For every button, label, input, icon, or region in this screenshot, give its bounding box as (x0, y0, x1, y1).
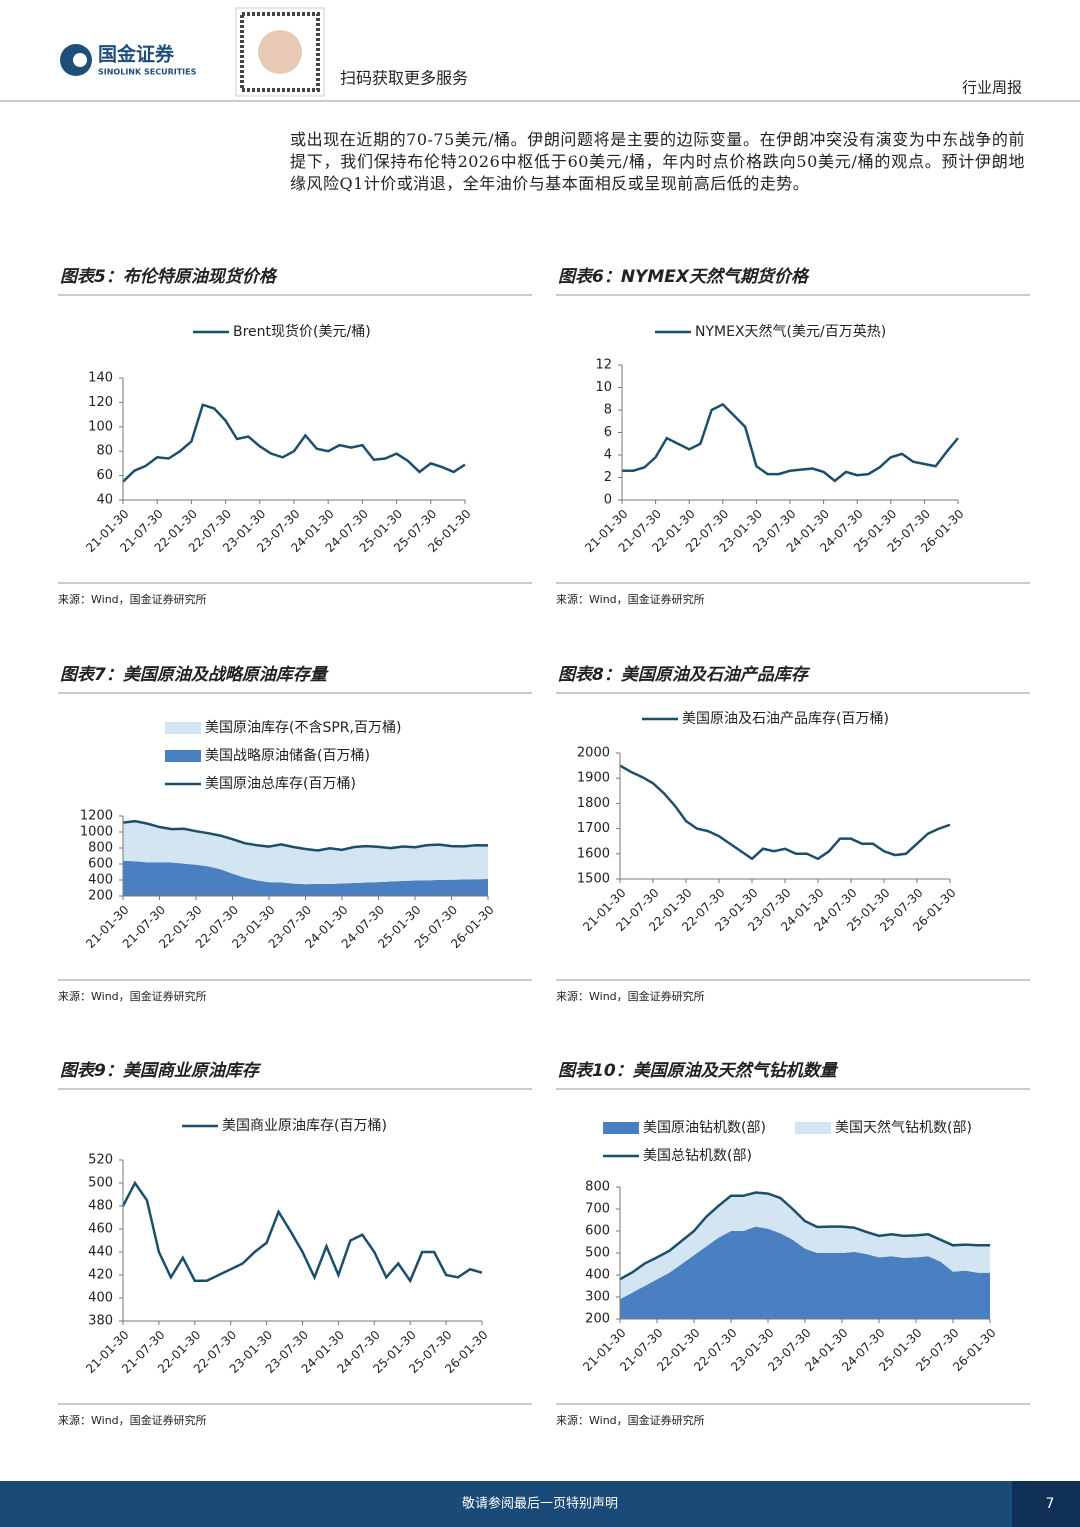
logo-mark (73, 53, 87, 67)
paragraph: 或出现在近期的70-75美元/桶。伊朗问题将是主要的边际变量。在伊朗冲突没有演变… (290, 130, 1025, 193)
legend-label: 美国原油及石油产品库存(百万桶) (682, 711, 889, 727)
area (123, 821, 488, 885)
y-tick-label: 1600 (577, 846, 610, 861)
y-tick-label: 100 (88, 419, 113, 434)
y-tick-label: 600 (585, 1224, 610, 1239)
source: 来源：Wind，国金证券研究所 (58, 989, 207, 1003)
y-tick-label: 480 (88, 1199, 113, 1214)
y-tick-label: 140 (88, 371, 113, 386)
area (620, 1192, 990, 1300)
chart-title: 图表8：美国原油及石油产品库存 (558, 665, 811, 685)
legend-label: 美国天然气钻机数(部) (835, 1119, 972, 1136)
company: 国金证券 (98, 43, 175, 66)
company-en: SINOLINK SECURITIES (98, 68, 197, 77)
y-tick-label: 0 (604, 493, 612, 508)
y-tick-label: 1800 (577, 796, 610, 811)
y-tick-label: 400 (88, 873, 113, 888)
y-tick-label: 500 (88, 1176, 113, 1191)
y-tick-label: 600 (88, 857, 113, 872)
y-tick-label: 1900 (577, 771, 610, 786)
y-tick-label: 800 (88, 841, 113, 856)
qr-code (235, 7, 325, 97)
legend-label: NYMEX天然气(美元/百万英热) (695, 323, 886, 340)
y-tick-label: 8 (604, 403, 612, 418)
report-type: 行业周报 (962, 79, 1022, 97)
line (619, 1191, 990, 1281)
chart-title: 图表7：美国原油及战略原油库存量 (60, 665, 329, 685)
y-tick-label: 80 (96, 444, 113, 459)
chart-title: 图表6：NYMEX天然气期货价格 (558, 267, 810, 287)
y-tick-label: 6 (604, 425, 612, 440)
y-tick-label: 1200 (80, 809, 113, 824)
legend-label: 美国战略原油储备(百万桶) (205, 747, 370, 764)
source: 来源：Wind，国金证券研究所 (58, 592, 207, 606)
qr-caption: 扫码获取更多服务 (340, 69, 468, 88)
y-tick-label: 400 (88, 1291, 113, 1306)
y-tick-label: 440 (88, 1245, 113, 1260)
source: 来源：Wind，国金证券研究所 (556, 989, 705, 1003)
line (619, 764, 951, 861)
area (123, 860, 488, 896)
line (121, 1180, 483, 1284)
y-tick-label: 500 (585, 1246, 610, 1261)
y-tick-label: 520 (88, 1153, 113, 1168)
legend-swatch (165, 750, 201, 762)
chart-title: 图表10：美国原油及天然气钻机数量 (558, 1061, 839, 1081)
disclaimer: 敬请参阅最后一页特别声明 (462, 1496, 618, 1512)
chart-title: 图表9：美国商业原油库存 (60, 1061, 262, 1081)
legend-label: 美国原油总库存(百万桶) (205, 776, 356, 792)
y-tick-label: 40 (96, 493, 113, 508)
y-tick-label: 200 (585, 1312, 610, 1327)
page-number: 7 (1046, 1496, 1055, 1512)
y-tick-label: 2000 (577, 746, 610, 761)
y-tick-label: 420 (88, 1268, 113, 1283)
y-tick-label: 1000 (80, 825, 113, 840)
y-tick-label: 300 (585, 1290, 610, 1305)
y-tick-label: 2 (604, 470, 612, 485)
chart-title: 图表5：布伦特原油现货价格 (60, 267, 278, 287)
y-tick-label: 60 (96, 468, 113, 483)
legend-label: Brent现货价(美元/桶) (233, 323, 371, 340)
y-tick-label: 1700 (577, 821, 610, 836)
y-tick-label: 200 (88, 889, 113, 904)
y-tick-label: 10 (595, 380, 612, 395)
y-tick-label: 12 (595, 358, 612, 373)
legend-label: 美国总钻机数(部) (643, 1148, 752, 1164)
line (122, 403, 466, 483)
page-box (1012, 1481, 1080, 1527)
y-tick-label: 400 (585, 1268, 610, 1283)
legend-swatch (795, 1122, 831, 1134)
y-tick-label: 800 (585, 1180, 610, 1195)
y-tick-label: 1500 (577, 872, 610, 887)
footer-bar (0, 1481, 1080, 1527)
source: 来源：Wind，国金证券研究所 (58, 1413, 207, 1427)
y-tick-label: 4 (604, 448, 612, 463)
legend-swatch (603, 1122, 639, 1134)
source: 来源：Wind，国金证券研究所 (556, 592, 705, 606)
y-tick-label: 380 (88, 1314, 113, 1329)
line (622, 402, 959, 483)
source: 来源：Wind，国金证券研究所 (556, 1413, 705, 1427)
area (620, 1226, 990, 1319)
y-tick-label: 700 (585, 1202, 610, 1217)
line (122, 819, 489, 852)
legend-label: 美国商业原油库存(百万桶) (222, 1118, 387, 1134)
y-tick-label: 120 (88, 395, 113, 410)
legend-label: 美国原油库存(不含SPR,百万桶) (205, 720, 401, 736)
legend-swatch (165, 722, 201, 734)
legend-label: 美国原油钻机数(部) (643, 1120, 766, 1136)
y-tick-label: 460 (88, 1222, 113, 1237)
